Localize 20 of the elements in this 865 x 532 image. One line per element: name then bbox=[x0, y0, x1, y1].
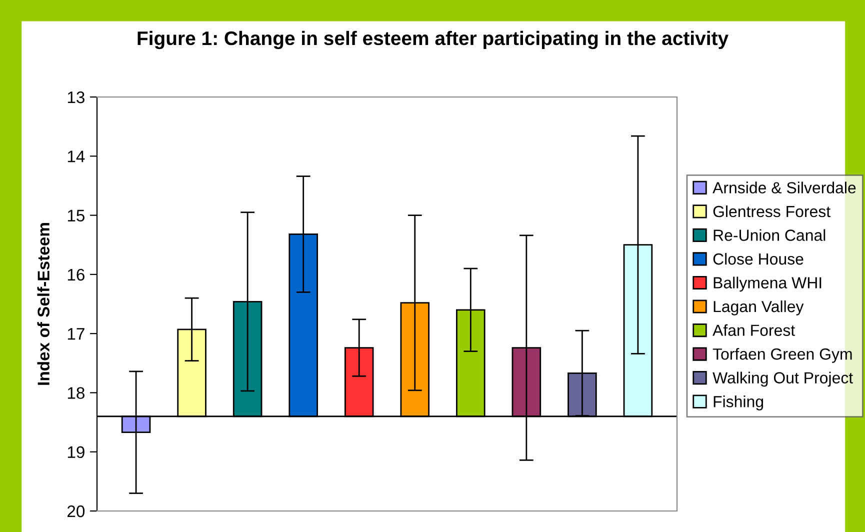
legend-label: Fishing bbox=[714, 396, 763, 410]
legend-label: Walking Out Project bbox=[712, 372, 853, 387]
legend-label: Close House bbox=[713, 252, 804, 265]
y-axis-title: Index of Self-Esteem bbox=[37, 223, 50, 385]
y-tick-label: 18 bbox=[68, 387, 84, 399]
legend-label: Glentress Forest bbox=[713, 205, 830, 218]
legend-label: Re-Union Canal bbox=[714, 229, 826, 241]
y-tick-label: 15 bbox=[68, 210, 84, 222]
legend-label: Ballymena WHI bbox=[714, 276, 822, 292]
legend-label: Torfaen Green Gym bbox=[712, 348, 852, 363]
y-tick-label: 17 bbox=[68, 328, 84, 340]
legend-label: Lagan Valley bbox=[714, 300, 804, 316]
y-tick-label: 16 bbox=[68, 268, 84, 281]
legend-label: Afan Forest bbox=[712, 324, 795, 336]
y-tick-label: 14 bbox=[68, 150, 85, 162]
y-tick-label: 20 bbox=[67, 505, 85, 518]
chart-title: Figure 1: Change in self esteem after participating in the activity bbox=[138, 30, 728, 50]
y-tick-label: 19 bbox=[68, 446, 84, 458]
legend-label: Arnside & Silverdale bbox=[712, 182, 856, 194]
y-tick-label: 13 bbox=[68, 91, 84, 104]
